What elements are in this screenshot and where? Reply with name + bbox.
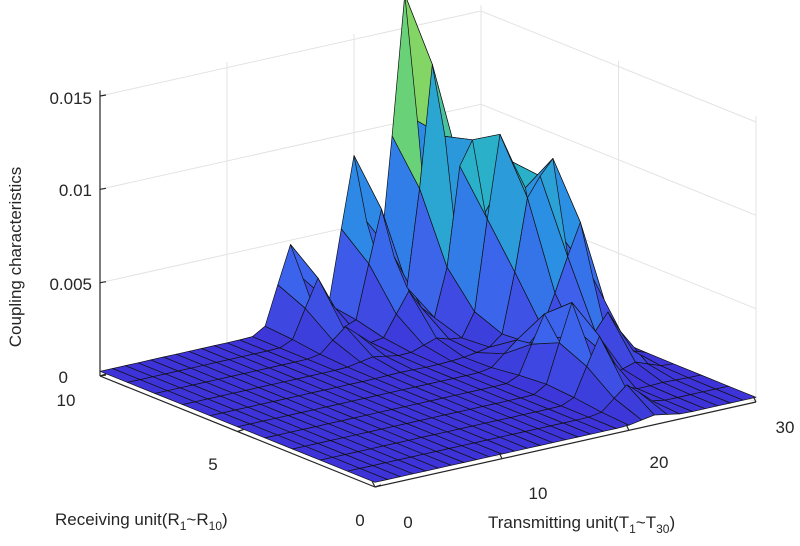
- y-tick-mark: [237, 428, 244, 433]
- y-axis-label-sub1: 1: [180, 519, 187, 533]
- z-tick-labels: 0 0.005 0.01 0.015: [49, 89, 92, 387]
- surface-cell: [715, 385, 757, 401]
- x-tick-labels: 0 10 20 30: [403, 418, 794, 532]
- x-tick-label: 20: [650, 453, 669, 472]
- x-tick-mark: [752, 395, 757, 403]
- z-tick-label: 0.01: [59, 181, 92, 200]
- x-tick-label: 10: [529, 484, 548, 503]
- x-axis-label-sub2: 30: [656, 522, 670, 536]
- y-axis-label-sub2: 10: [209, 519, 223, 533]
- surface-mesh: [99, 0, 757, 483]
- x-tick-mark: [625, 424, 630, 431]
- y-axis-label: Receiving unit(R1~R10): [55, 510, 228, 533]
- x-axis-label: Transmitting unit(T1~T30): [488, 513, 675, 536]
- z-tick-label: 0.005: [49, 275, 92, 294]
- z-axis-label: Coupling characteristics: [6, 167, 25, 347]
- x-tick-label: 30: [776, 418, 795, 437]
- y-tick-label: 5: [208, 455, 217, 474]
- z-tick-label: 0: [59, 368, 68, 387]
- z-tick-label: 0.015: [49, 89, 92, 108]
- z-tick-mark: [99, 281, 107, 284]
- x-tick-label: 0: [403, 513, 412, 532]
- x-axis-label-sub1: 1: [629, 522, 636, 536]
- z-tick-mark: [99, 94, 107, 97]
- y-tick-labels: 0 5 10: [57, 391, 365, 530]
- y-tick-label: 0: [355, 511, 364, 530]
- y-tick-mark: [374, 484, 382, 488]
- x-tick-mark: [371, 480, 376, 488]
- x-axis-label-end: ): [669, 513, 675, 532]
- axis-lines: [99, 90, 757, 488]
- z-tick-mark: [99, 187, 107, 190]
- x-axis-line: [374, 401, 757, 488]
- x-axis-label-text: Transmitting unit(T: [488, 513, 629, 532]
- y-axis-label-mid: ~R: [186, 510, 208, 529]
- y-tick-label: 10: [57, 391, 76, 410]
- y-tick-mark: [99, 373, 107, 377]
- x-axis-label-mid: ~T: [636, 513, 656, 532]
- y-axis-label-text: Receiving unit(R: [55, 510, 180, 529]
- x-tick-mark: [498, 452, 503, 459]
- y-axis-label-end: ): [222, 510, 228, 529]
